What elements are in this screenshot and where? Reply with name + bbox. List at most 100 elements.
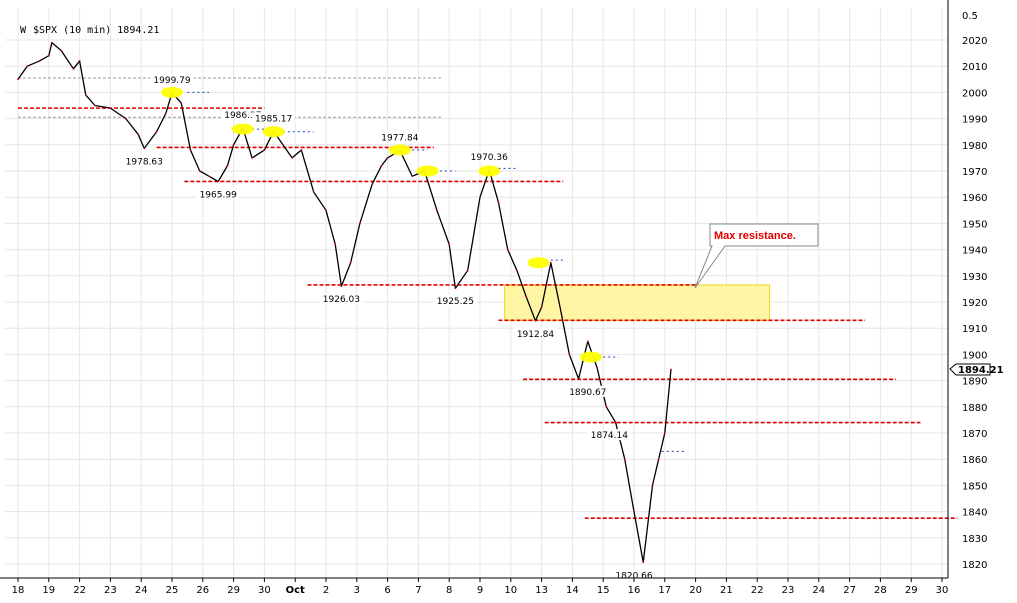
price-point: [534, 319, 537, 322]
callout-text: Max resistance.: [714, 230, 796, 242]
price-label: 1912.84: [517, 330, 554, 340]
price-point: [60, 49, 63, 52]
price-point: [300, 149, 303, 151]
chart-title-group: W $SPX (10 min) 1894.21: [20, 25, 159, 36]
price-point: [516, 269, 518, 272]
price-label: 1986.37: [224, 111, 261, 121]
price-point: [568, 353, 571, 356]
x-tick-label: 18: [12, 585, 25, 596]
yellow-marker: [416, 165, 439, 177]
price-point: [525, 295, 528, 298]
price-point: [577, 377, 580, 380]
y-tick-label: 1830: [962, 534, 987, 545]
x-tick-label: 30: [936, 585, 949, 596]
x-tick-label: Oct: [286, 585, 305, 596]
x-tick-label: 6: [384, 585, 390, 596]
callout-box: [694, 223, 819, 289]
yellow-marker: [388, 144, 411, 156]
price-point: [312, 191, 315, 193]
y-tick-label: 1900: [962, 350, 987, 361]
price-point: [349, 261, 352, 264]
price-label: 1978.63: [126, 157, 163, 167]
price-point: [325, 209, 327, 212]
price-label-bg: [252, 112, 296, 124]
price-label-bg: [196, 188, 240, 200]
y-tick-label: 1930: [962, 272, 987, 283]
price-point: [94, 104, 96, 107]
x-tick-label: 17: [658, 585, 671, 596]
y-tick-label: 1960: [962, 193, 987, 204]
price-point: [466, 269, 469, 272]
price-point: [217, 180, 220, 183]
price-point: [623, 458, 626, 461]
y-tick-label: 1880: [962, 403, 987, 414]
price-point: [663, 432, 666, 434]
price-label: 1925.25: [437, 297, 474, 307]
price-point: [559, 306, 561, 309]
price-point: [198, 170, 201, 172]
x-tick-label: 25: [166, 585, 179, 596]
price-point: [454, 287, 457, 290]
yellow-marker: [478, 165, 501, 177]
resistance-zone-layer: [504, 284, 771, 321]
price-label: 1874.14: [591, 431, 628, 441]
last-value-box: [949, 363, 991, 376]
y-tick-label: 1840: [962, 508, 987, 519]
price-point: [137, 133, 140, 136]
price-point: [26, 65, 29, 68]
max-resistance-callout: Max resistance.: [694, 223, 819, 289]
price-label: 1977.84: [381, 133, 418, 143]
y-tick-label: 2020: [962, 36, 987, 47]
price-point: [358, 222, 361, 225]
price-label: 1999.79: [153, 76, 190, 86]
price-point: [281, 143, 284, 146]
price-point: [479, 196, 481, 199]
price-point: [380, 164, 383, 167]
y-tick-label: 1920: [962, 298, 987, 309]
price-point: [143, 147, 146, 150]
x-tick-label: 30: [258, 585, 271, 596]
y-tick-label: 1950: [962, 219, 987, 230]
price-point: [605, 405, 608, 408]
x-tick-label: 7: [415, 585, 421, 596]
price-point: [208, 175, 210, 178]
x-tick-label: 28: [874, 585, 887, 596]
price-point: [448, 243, 451, 246]
price-point: [497, 201, 500, 204]
price-point: [263, 149, 266, 151]
yellow-marker: [262, 126, 285, 138]
price-point: [155, 130, 158, 133]
price-point: [506, 248, 509, 251]
x-tick-label: 16: [628, 585, 641, 596]
price-point: [109, 107, 112, 110]
x-tick-label: 20: [689, 585, 702, 596]
price-series: [17, 41, 672, 564]
price-label-bg: [566, 385, 610, 397]
price-point: [586, 340, 589, 343]
x-tick-label: 15: [597, 585, 610, 596]
price-point: [251, 157, 253, 159]
x-tick-label: 8: [446, 585, 452, 596]
price-point: [670, 368, 672, 371]
last-value-tag: 1894.21: [949, 363, 1004, 376]
price-label-bg: [221, 109, 265, 121]
x-tick-label: 9: [477, 585, 483, 596]
price-point: [17, 78, 19, 81]
price-point: [540, 306, 543, 309]
x-tick-label: 24: [135, 585, 148, 596]
price-point: [642, 561, 645, 564]
price-point: [84, 94, 87, 96]
price-point: [291, 157, 294, 159]
price-label-bg: [612, 569, 656, 581]
price-label-bg: [319, 293, 363, 305]
resistance-zone: [504, 284, 771, 321]
y-tick-label: 1940: [962, 246, 987, 257]
price-point: [549, 261, 552, 264]
price-point: [435, 209, 438, 212]
y-tick-label: 1890: [962, 377, 987, 388]
x-tick-label: 27: [843, 585, 856, 596]
price-point: [180, 101, 183, 104]
price-label-bg: [587, 429, 631, 441]
